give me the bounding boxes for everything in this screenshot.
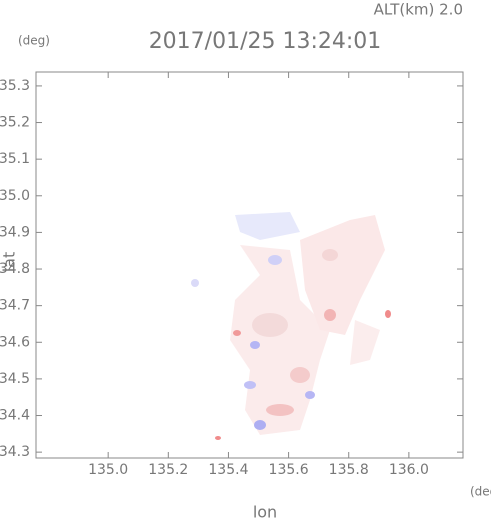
chart-title: 2017/01/25 13:24:01 <box>149 29 382 54</box>
y-unit: (deg) <box>18 34 50 48</box>
y-tick-label: 35.0 <box>0 188 30 204</box>
x-tick-label: 135.6 <box>269 462 309 478</box>
x-tick-label: 135.0 <box>88 462 128 478</box>
y-tick-label: 35.2 <box>0 115 30 131</box>
echo-field <box>191 212 391 440</box>
altitude-label: ALT(km) 2.0 <box>374 1 463 19</box>
x-tick-label: 135.4 <box>208 462 248 478</box>
y-tick-label: 35.3 <box>0 78 30 94</box>
y-tick-label: 34.4 <box>0 408 30 424</box>
y-axis-label: lat <box>0 252 19 273</box>
x-tick-label: 135.8 <box>329 462 369 478</box>
x-tick-label: 136.0 <box>389 462 429 478</box>
y-tick-label: 34.8 <box>0 261 30 277</box>
x-unit: (deg) <box>470 485 491 499</box>
y-tick-label: 34.3 <box>0 444 30 460</box>
y-tick-label: 34.7 <box>0 298 30 314</box>
y-tick-label: 34.5 <box>0 371 30 387</box>
y-tick-label: 34.9 <box>0 224 30 240</box>
plot-frame <box>35 71 464 459</box>
x-axis-label: lon <box>253 503 277 521</box>
x-tick-label: 135.2 <box>148 462 188 478</box>
y-tick-label: 35.1 <box>0 151 30 167</box>
y-tick-label: 34.6 <box>0 334 30 350</box>
